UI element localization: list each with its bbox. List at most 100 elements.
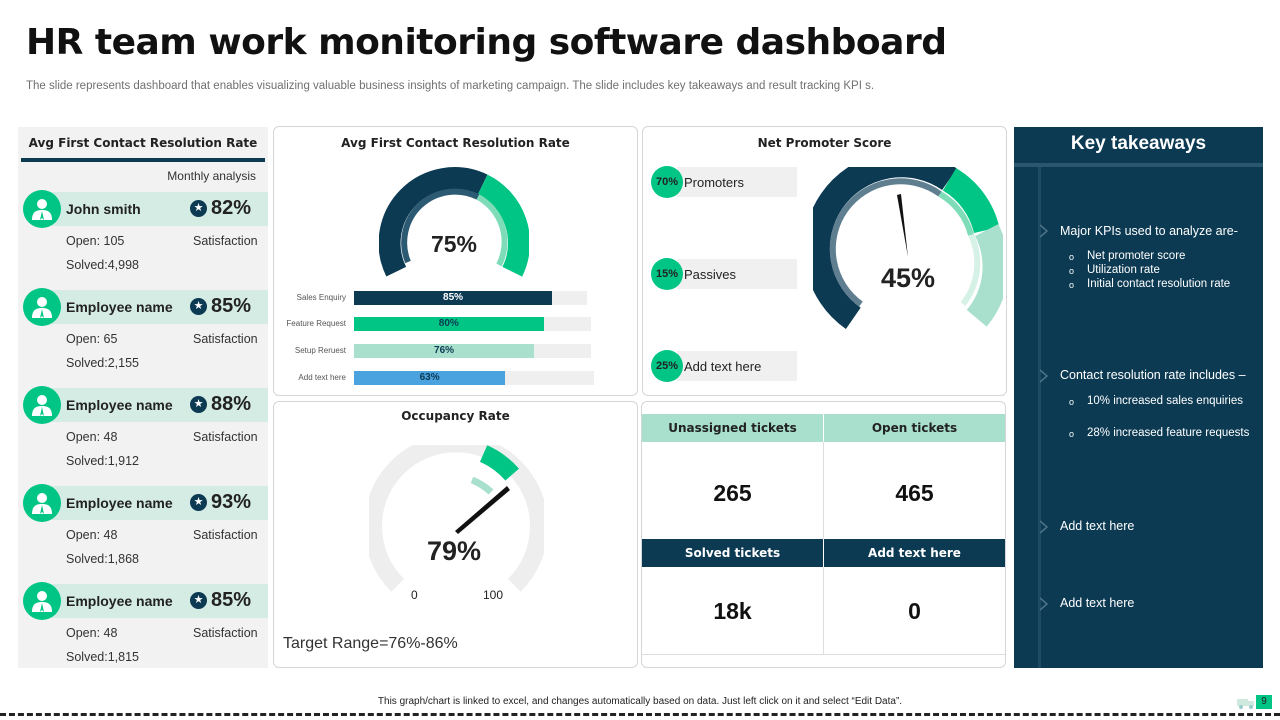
bar-label: Setup Reruest	[294, 346, 346, 355]
nps-gauge	[813, 167, 1003, 329]
chevron-right-icon	[1039, 224, 1049, 238]
tickets-card: Unassigned tickets Open tickets 265 465 …	[641, 401, 1006, 668]
unassigned-tickets-header: Unassigned tickets	[642, 414, 823, 442]
nps-label: Add text here	[684, 359, 762, 374]
bottom-divider	[0, 713, 1280, 716]
employee-open: Open: 105	[66, 234, 125, 248]
employee-row: Employee name ★ 85% Open: 48 Satisfactio…	[18, 582, 268, 676]
other-tickets-value: 0	[908, 598, 921, 624]
nps-item: 15% Passives	[651, 258, 797, 290]
occupancy-card: Occupancy Rate 79% 0 100 Target Range=76…	[273, 401, 638, 668]
nps-title: Net Promoter Score	[757, 136, 892, 150]
bar-fill: 76%	[354, 344, 535, 358]
gauge-min-label: 0	[411, 588, 418, 602]
employee-row: Employee name ★ 93% Open: 48 Satisfactio…	[18, 484, 268, 578]
employee-name: Employee name	[66, 397, 173, 413]
open-tickets-header: Open tickets	[824, 414, 1005, 442]
bar-label: Sales Enquiry	[296, 293, 346, 302]
takeaway-subpoint: o Net promoter score	[1069, 250, 1186, 262]
key-takeaways-title: Key takeaways	[1070, 133, 1207, 154]
employee-name: Employee name	[66, 593, 173, 609]
bar-value-label: 63%	[419, 372, 440, 383]
page-number: 9	[1256, 695, 1272, 709]
user-icon	[23, 484, 61, 522]
takeaway-subpoint: o Utilization rate	[1069, 264, 1160, 276]
employee-percentage: 82%	[211, 197, 252, 219]
employee-row: Employee name ★ 88% Open: 48 Satisfactio…	[18, 386, 268, 480]
user-icon	[23, 288, 61, 326]
takeaway-subpoint: o 10% increased sales enquiries	[1069, 395, 1243, 407]
employee-satisfaction-label: Satisfaction	[193, 332, 258, 346]
star-icon: ★	[190, 298, 207, 315]
resolution-title: Avg First Contact Resolution Rate	[341, 136, 570, 150]
employee-open: Open: 48	[66, 430, 118, 444]
solved-tickets-header: Solved tickets	[642, 539, 823, 567]
resolution-value: 75%	[430, 231, 478, 257]
bar-track: 85%	[354, 291, 587, 305]
bar-fill: 63%	[354, 371, 506, 385]
employee-satisfaction-label: Satisfaction	[193, 234, 258, 248]
user-icon	[23, 190, 61, 228]
bar-fill: 80%	[354, 317, 544, 331]
footer-note: This graph/chart is linked to excel, and…	[377, 696, 903, 707]
employee-percentage: 85%	[211, 295, 252, 317]
occupancy-title: Occupancy Rate	[401, 409, 510, 423]
open-tickets-value: 465	[895, 480, 934, 506]
employee-solved: Solved:4,998	[66, 258, 139, 272]
nps-item: 25% Add text here	[651, 350, 797, 382]
star-icon: ★	[190, 200, 207, 217]
star-icon: ★	[190, 592, 207, 609]
nps-label: Passives	[684, 267, 737, 282]
bar-track: 63%	[354, 371, 594, 385]
bar-value-label: 80%	[438, 318, 459, 329]
employee-name: Employee name	[66, 495, 173, 511]
takeaway-subpoint: o Initial contact resolution rate	[1069, 278, 1231, 290]
page-subtitle: The slide represents dashboard that enab…	[26, 80, 875, 92]
page-title: HR team work monitoring software dashboa…	[26, 22, 947, 63]
takeaway-point: Major KPIs used to analyze are-	[1060, 224, 1238, 238]
key-takeaways-panel: Key takeaways Major KPIs used to analyze…	[1014, 127, 1263, 668]
employee-solved: Solved:2,155	[66, 356, 139, 370]
employee-satisfaction-label: Satisfaction	[193, 626, 258, 640]
panel-header-bar	[21, 158, 265, 162]
nps-value: 45%	[880, 263, 936, 293]
target-range: Target Range=76%-86%	[283, 635, 458, 652]
chevron-right-icon	[1039, 597, 1049, 611]
employee-percentage: 88%	[211, 393, 252, 415]
chevron-right-icon	[1039, 520, 1049, 534]
nps-percent: 25%	[651, 350, 683, 382]
nps-percent: 15%	[651, 258, 683, 290]
nps-label: Promoters	[684, 175, 744, 190]
employee-name: Employee name	[66, 299, 173, 315]
employee-open: Open: 48	[66, 528, 118, 542]
employee-satisfaction-label: Satisfaction	[193, 430, 258, 444]
employee-satisfaction-label: Satisfaction	[193, 528, 258, 542]
employee-solved: Solved:1,912	[66, 454, 139, 468]
bar-value-label: 76%	[434, 345, 455, 356]
user-icon	[23, 386, 61, 424]
star-icon: ★	[190, 396, 207, 413]
employee-percentage: 85%	[211, 589, 252, 611]
takeaway-point: Add text here	[1060, 596, 1135, 610]
truck-icon	[1237, 699, 1254, 709]
bar-label: Add text here	[298, 373, 346, 382]
employee-name: John smith	[66, 201, 141, 217]
other-tickets-header: Add text here	[824, 539, 1005, 567]
solved-tickets-value: 18k	[713, 598, 752, 624]
gauge-max-label: 100	[483, 588, 504, 602]
occupancy-value: 79%	[426, 536, 482, 566]
employee-solved: Solved:1,868	[66, 552, 139, 566]
employee-row: John smith ★ 82% Open: 105 Satisfaction …	[18, 190, 268, 284]
resolution-card: Avg First Contact Resolution Rate 75% Sa…	[273, 126, 638, 396]
takeaway-subpoint: o 28% increased feature requests	[1069, 427, 1250, 439]
nps-item: 70% Promoters	[651, 166, 797, 198]
bar-track: 76%	[354, 344, 591, 358]
employee-resolution-panel: Avg First Contact Resolution Rate Monthl…	[18, 127, 268, 668]
employee-solved: Solved:1,815	[66, 650, 139, 664]
bar-label: Feature Request	[286, 319, 346, 328]
employee-row: Employee name ★ 85% Open: 65 Satisfactio…	[18, 288, 268, 382]
nps-percent: 70%	[651, 166, 683, 198]
bar-track: 80%	[354, 317, 591, 331]
monthly-analysis-label: Monthly analysis	[167, 169, 256, 183]
employee-percentage: 93%	[211, 491, 252, 513]
